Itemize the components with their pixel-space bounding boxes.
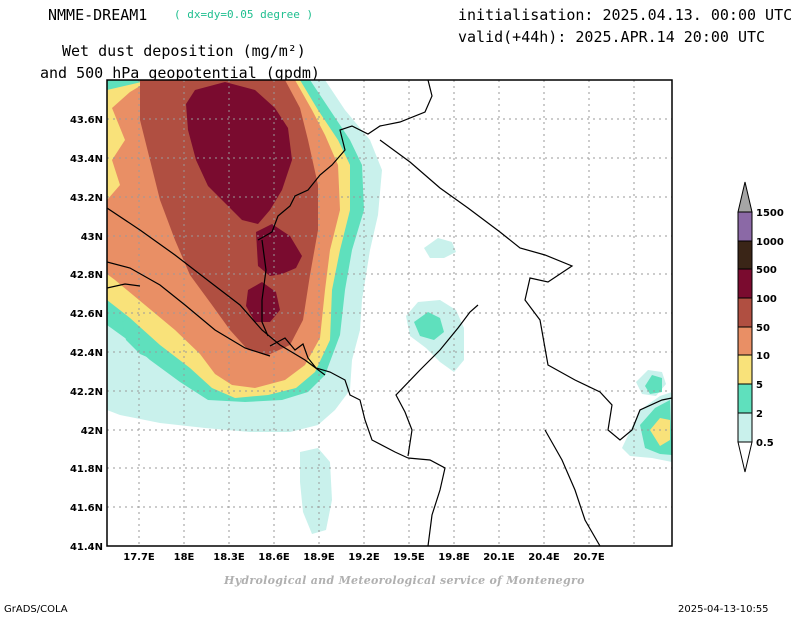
resolution-note: ( dx=dy=0.05 degree ) bbox=[174, 8, 314, 21]
plot-title-line2: and 500 hPa geopotential (gpdm) bbox=[40, 64, 320, 82]
lon-label: 19.2E bbox=[348, 552, 380, 563]
lon-label: 18.9E bbox=[303, 552, 335, 563]
field-0.5 bbox=[424, 238, 456, 258]
deposition-fields bbox=[107, 80, 672, 534]
field-2 bbox=[414, 312, 444, 340]
lat-label: 43.4N bbox=[70, 154, 103, 165]
lat-label: 42.4N bbox=[70, 348, 103, 359]
field-100 bbox=[186, 82, 292, 224]
generation-timestamp: 2025-04-13-10:55 bbox=[678, 604, 769, 615]
colorbar-label: 1500 bbox=[756, 208, 784, 219]
country-borders bbox=[107, 80, 672, 546]
lon-label: 18E bbox=[174, 552, 195, 563]
software-label: GrADS/COLA bbox=[4, 604, 68, 615]
field-5 bbox=[650, 418, 670, 446]
longitude-labels: 17.7E 18E 18.3E 18.6E 18.9E 19.2E 19.5E … bbox=[123, 552, 605, 563]
field-2 bbox=[122, 314, 160, 360]
lon-label: 17.7E bbox=[123, 552, 155, 563]
colorbar-label: 1000 bbox=[756, 237, 784, 248]
border-line bbox=[544, 429, 601, 546]
colorbar-segment bbox=[737, 354, 753, 385]
plot-title-line1: Wet dust deposition (mg/m²) bbox=[62, 42, 306, 60]
credit-text: Hydrological and Meteorological service … bbox=[224, 574, 585, 587]
lon-label: 19.8E bbox=[438, 552, 470, 563]
colorbar-label: 50 bbox=[756, 323, 770, 334]
colorbar-label: 0.5 bbox=[756, 438, 774, 449]
colorbar-label: 500 bbox=[756, 265, 777, 276]
field-100 bbox=[246, 282, 280, 322]
lat-label: 42.8N bbox=[70, 270, 103, 281]
lon-label: 18.6E bbox=[258, 552, 290, 563]
coastline bbox=[107, 261, 271, 357]
model-name: NMME-DREAM1 bbox=[48, 6, 148, 24]
lat-label: 43.6N bbox=[70, 115, 103, 126]
colorbar-segment bbox=[737, 268, 753, 299]
field-2 bbox=[645, 375, 662, 394]
lat-label: 42N bbox=[81, 426, 103, 437]
lon-label: 18.3E bbox=[213, 552, 245, 563]
lat-label: 42.6N bbox=[70, 309, 103, 320]
map-frame bbox=[106, 79, 673, 547]
border-line bbox=[261, 239, 269, 337]
grid-lines bbox=[107, 80, 672, 546]
field-100 bbox=[256, 224, 302, 276]
colorbar-segment bbox=[737, 297, 753, 328]
lat-label: 41.4N bbox=[70, 542, 103, 553]
lon-label: 20.1E bbox=[483, 552, 515, 563]
colorbar-segment bbox=[737, 383, 753, 414]
colorbar-label: 10 bbox=[756, 351, 770, 362]
border-line bbox=[257, 80, 433, 241]
field-0.5 bbox=[300, 448, 332, 534]
colorbar-segment bbox=[737, 211, 753, 242]
colorbar-segment bbox=[737, 326, 753, 356]
lon-label: 20.4E bbox=[528, 552, 560, 563]
latitude-labels: 43.6N 43.4N 43.2N 43N 42.8N 42.6N 42.4N … bbox=[70, 115, 103, 553]
colorbar-label: 5 bbox=[756, 380, 763, 391]
lat-label: 43N bbox=[81, 232, 103, 243]
coastline bbox=[269, 337, 409, 459]
colorbar bbox=[737, 181, 753, 473]
colorbar-segment bbox=[737, 240, 753, 270]
colorbar-over-arrow bbox=[737, 181, 753, 213]
lon-label: 20.7E bbox=[573, 552, 605, 563]
colorbar-labels: 1500 1000 500 100 50 10 5 2 0.5 bbox=[756, 208, 784, 449]
border-line bbox=[407, 457, 446, 546]
lon-label: 19.5E bbox=[393, 552, 425, 563]
lat-label: 43.2N bbox=[70, 193, 103, 204]
border-line bbox=[107, 207, 326, 376]
colorbar-under-arrow bbox=[737, 441, 753, 473]
border-line bbox=[395, 304, 479, 457]
lat-label: 41.6N bbox=[70, 503, 103, 514]
lat-label: 42.2N bbox=[70, 387, 103, 398]
valid-time: valid(+44h): 2025.APR.14 20:00 UTC bbox=[458, 28, 766, 46]
lat-label: 41.8N bbox=[70, 464, 103, 475]
border-line bbox=[379, 139, 672, 441]
initialisation-time: initialisation: 2025.04.13. 00:00 UTC bbox=[458, 6, 793, 24]
coastline bbox=[107, 283, 141, 289]
colorbar-segment bbox=[737, 412, 753, 443]
colorbar-label: 100 bbox=[756, 294, 777, 305]
colorbar-label: 2 bbox=[756, 409, 763, 420]
